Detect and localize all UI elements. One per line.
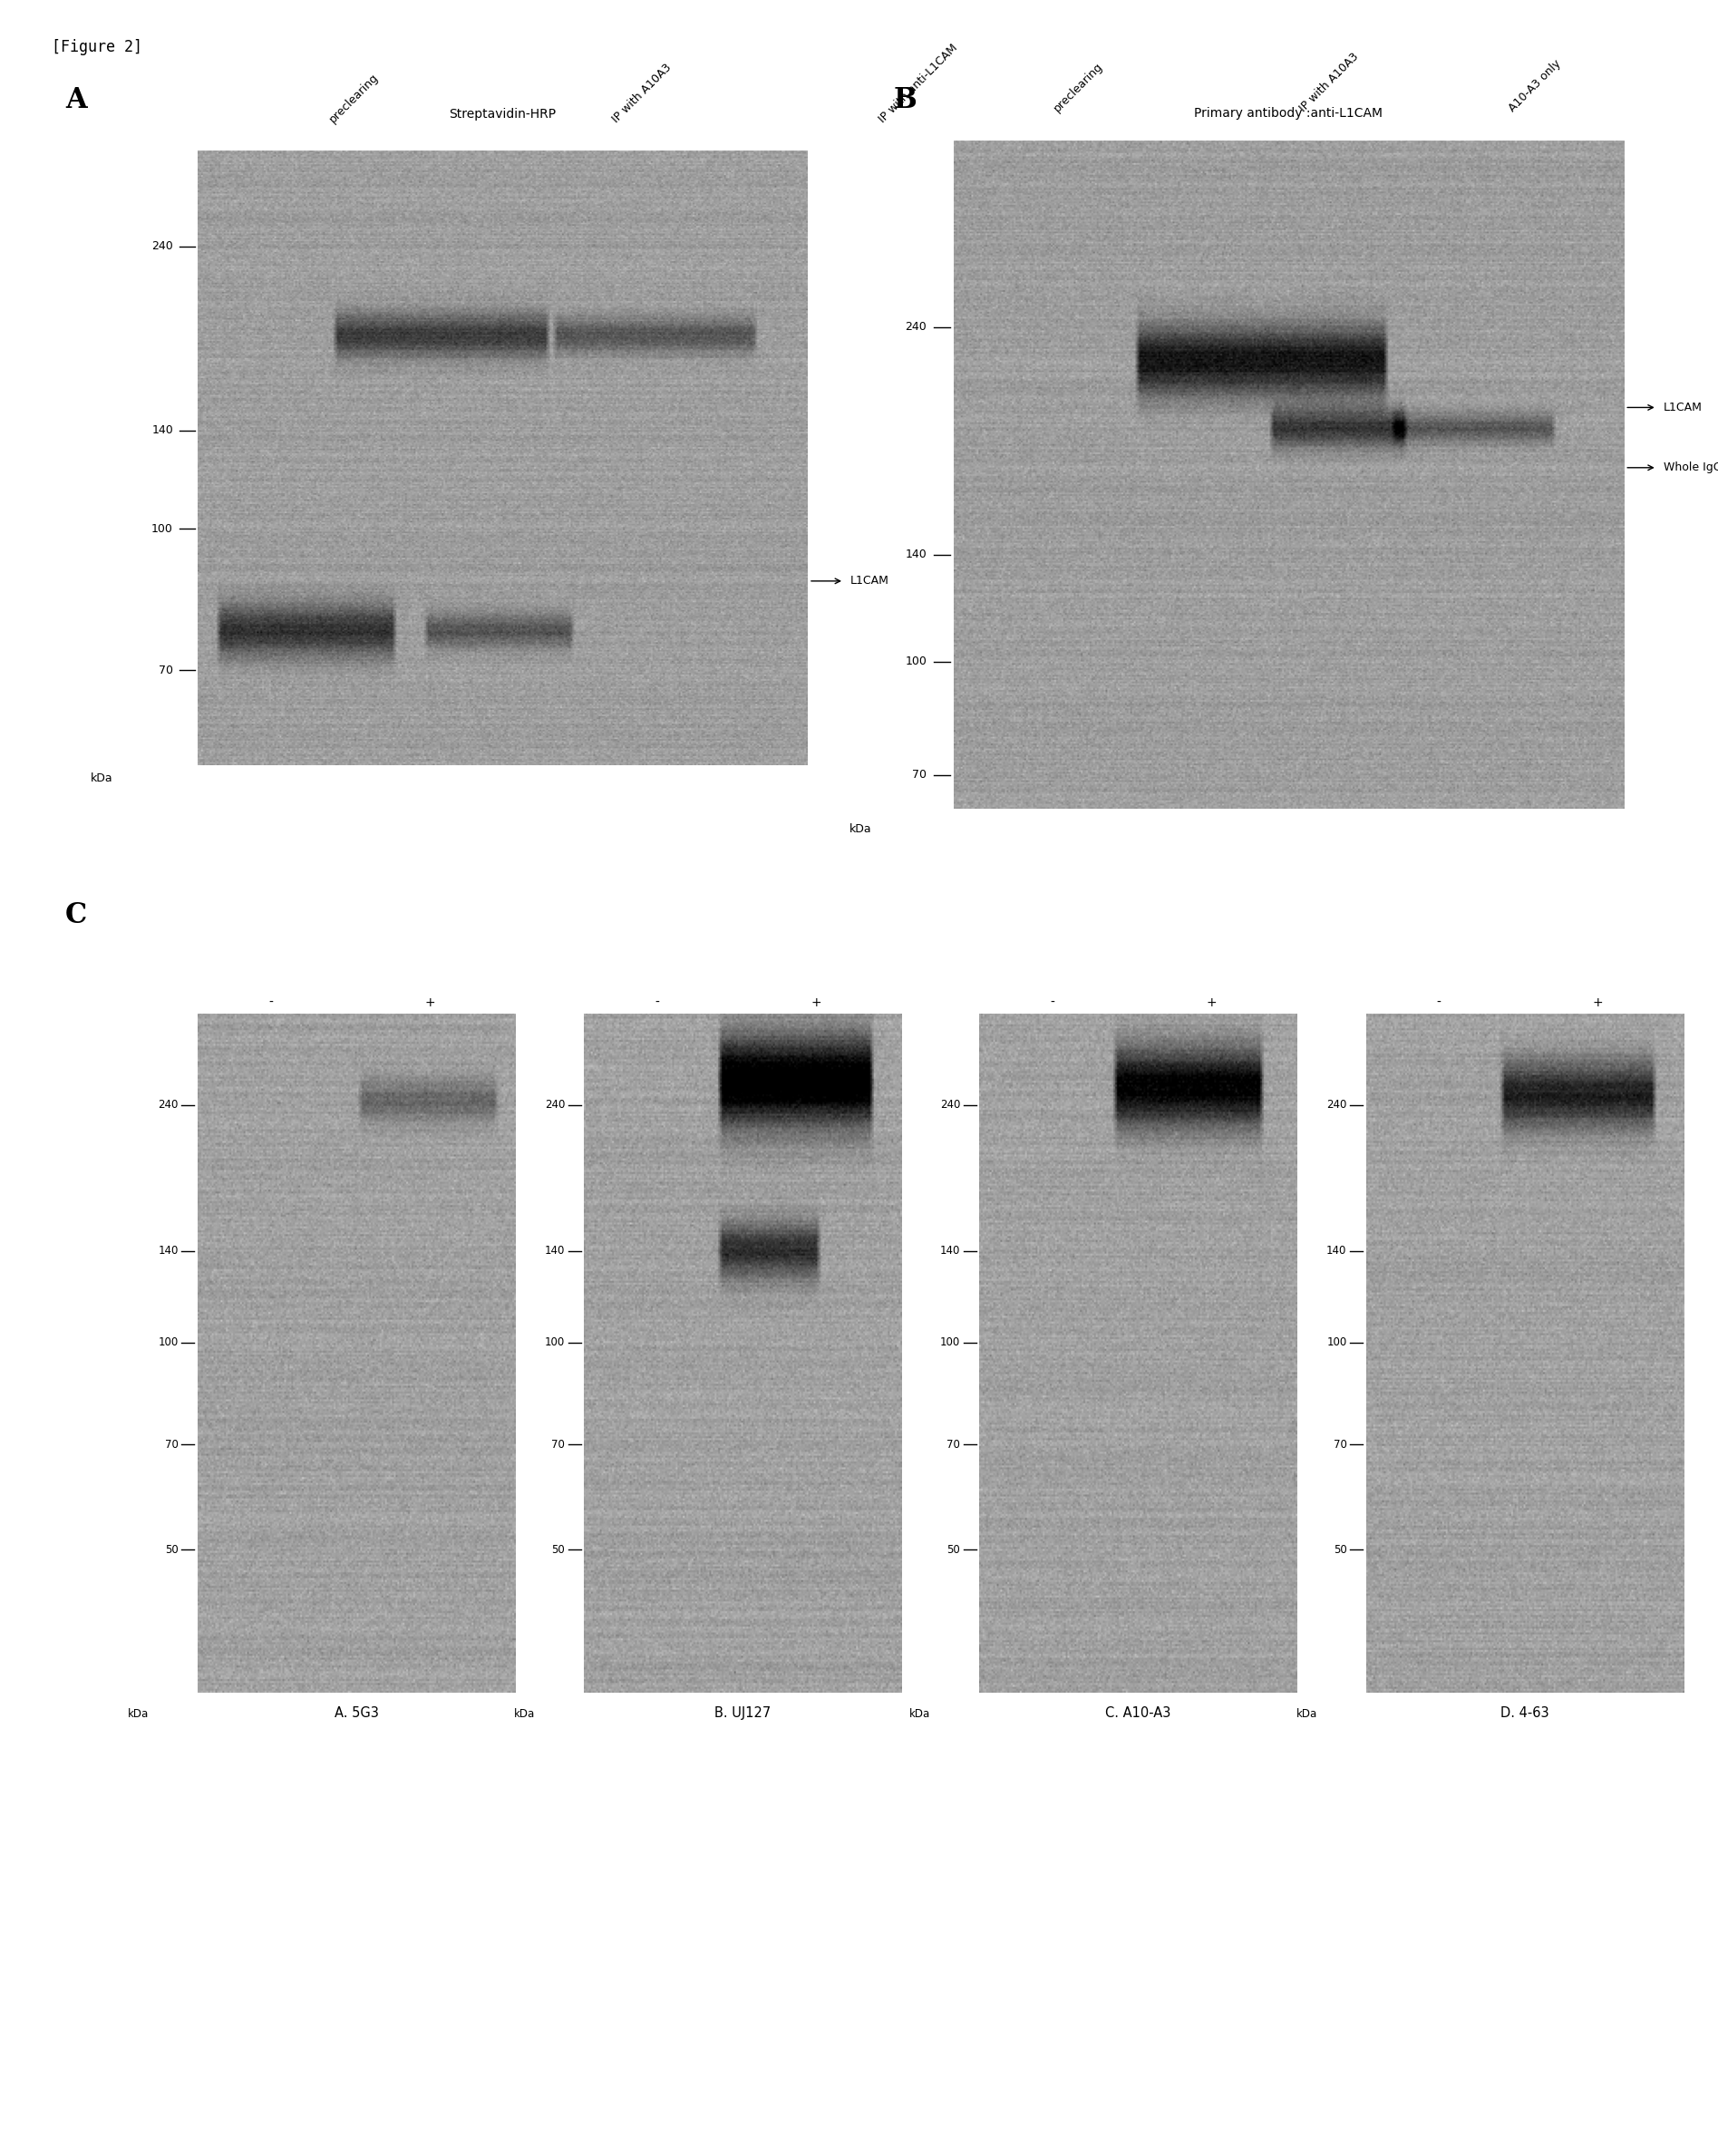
- Text: 140: 140: [1326, 1246, 1347, 1257]
- Text: 100: 100: [905, 655, 926, 668]
- Text: L1CAM: L1CAM: [850, 576, 888, 586]
- Text: A10-A3 only: A10-A3 only: [1507, 58, 1563, 114]
- Text: 240: 240: [158, 1100, 179, 1110]
- Text: 240: 240: [1326, 1100, 1347, 1110]
- Text: IP with A10A3: IP with A10A3: [1297, 50, 1361, 114]
- Text: 140: 140: [158, 1246, 179, 1257]
- Text: 240: 240: [940, 1100, 960, 1110]
- Text: kDa: kDa: [1295, 1708, 1318, 1720]
- Text: 100: 100: [158, 1337, 179, 1350]
- Text: C. A10-A3: C. A10-A3: [1105, 1705, 1172, 1720]
- Text: 70: 70: [165, 1438, 179, 1451]
- Text: 240: 240: [151, 239, 174, 252]
- Text: B. UJ127: B. UJ127: [715, 1705, 771, 1720]
- Text: +: +: [811, 996, 821, 1009]
- Text: +: +: [1593, 996, 1603, 1009]
- Text: B: B: [893, 86, 917, 114]
- Text: L1CAM: L1CAM: [1663, 401, 1703, 414]
- Text: A: A: [65, 86, 86, 114]
- Text: 140: 140: [905, 548, 926, 561]
- Text: 70: 70: [947, 1438, 960, 1451]
- Text: 100: 100: [545, 1337, 565, 1350]
- Text: A. 5G3: A. 5G3: [335, 1705, 378, 1720]
- Text: IP with A10A3: IP with A10A3: [610, 60, 673, 125]
- Text: 70: 70: [158, 664, 174, 677]
- Text: 70: 70: [551, 1438, 565, 1451]
- Text: C: C: [65, 901, 88, 929]
- Text: preclearing: preclearing: [326, 71, 380, 125]
- Text: -: -: [268, 996, 273, 1009]
- Text: IP with anti-L1CAM: IP with anti-L1CAM: [876, 41, 960, 125]
- Text: Whole IgG: Whole IgG: [1663, 461, 1718, 474]
- Text: 140: 140: [940, 1246, 960, 1257]
- Text: Streptavidin-HRP: Streptavidin-HRP: [448, 108, 557, 121]
- Text: 50: 50: [1333, 1544, 1347, 1557]
- Text: D. 4-63: D. 4-63: [1500, 1705, 1550, 1720]
- Text: -: -: [1436, 996, 1441, 1009]
- Text: 140: 140: [151, 425, 174, 436]
- Text: 50: 50: [551, 1544, 565, 1557]
- Text: 50: 50: [165, 1544, 179, 1557]
- Text: [Figure 2]: [Figure 2]: [52, 39, 143, 56]
- Text: 70: 70: [912, 770, 926, 780]
- Text: +: +: [424, 996, 435, 1009]
- Text: 70: 70: [1333, 1438, 1347, 1451]
- Text: 50: 50: [947, 1544, 960, 1557]
- Text: kDa: kDa: [514, 1708, 536, 1720]
- Text: 240: 240: [545, 1100, 565, 1110]
- Text: 140: 140: [545, 1246, 565, 1257]
- Text: 100: 100: [940, 1337, 960, 1350]
- Text: 100: 100: [151, 524, 174, 535]
- Text: kDa: kDa: [91, 772, 113, 785]
- Text: 100: 100: [1326, 1337, 1347, 1350]
- Text: -: -: [1050, 996, 1055, 1009]
- Text: 240: 240: [905, 321, 926, 334]
- Text: +: +: [1206, 996, 1216, 1009]
- Text: kDa: kDa: [850, 824, 873, 834]
- Text: kDa: kDa: [127, 1708, 149, 1720]
- Text: preclearing: preclearing: [1051, 60, 1105, 114]
- Text: kDa: kDa: [909, 1708, 931, 1720]
- Text: Primary antibody :anti-L1CAM: Primary antibody :anti-L1CAM: [1194, 106, 1383, 119]
- Text: -: -: [655, 996, 660, 1009]
